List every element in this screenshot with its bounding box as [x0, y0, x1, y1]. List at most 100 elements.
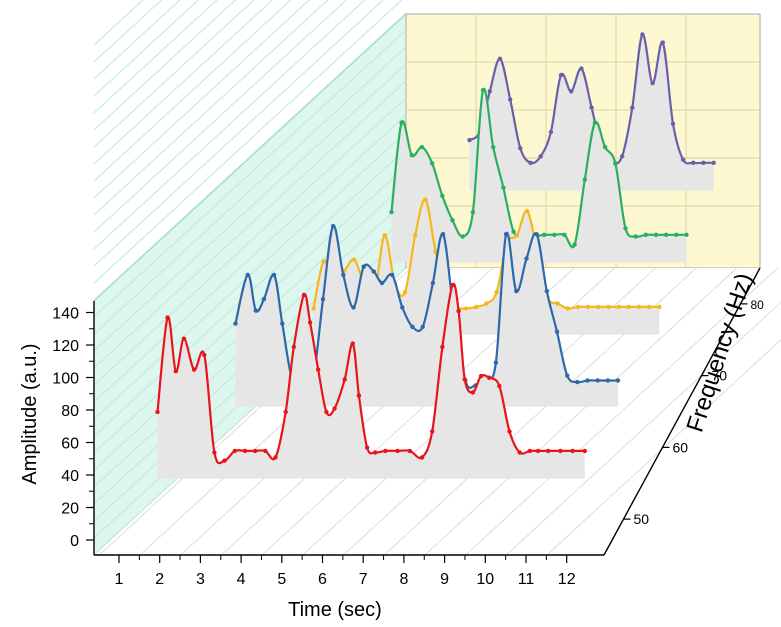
- data-point: [491, 144, 496, 150]
- y-tick-label: 140: [52, 306, 79, 323]
- data-point: [605, 378, 611, 383]
- x-tick-label: 10: [476, 571, 494, 588]
- data-point: [419, 455, 425, 460]
- data-point: [407, 448, 412, 454]
- data-point: [518, 146, 523, 151]
- data-point: [636, 304, 642, 310]
- data-point: [508, 97, 513, 102]
- data-point: [494, 290, 499, 295]
- data-point: [330, 223, 336, 229]
- data-point: [487, 89, 492, 94]
- wall-gridline: [93, 29, 407, 318]
- data-point: [582, 177, 587, 182]
- x-tick-label: 8: [399, 571, 408, 588]
- data-point: [595, 378, 600, 383]
- wall-gridline: [93, 0, 329, 216]
- x-tick-label: 12: [558, 571, 576, 588]
- data-point: [430, 161, 435, 166]
- data-point: [546, 448, 551, 454]
- data-point: [301, 292, 307, 298]
- data-point: [440, 193, 445, 198]
- y-tick-label: 60: [61, 436, 79, 453]
- data-point: [321, 259, 326, 264]
- data-point: [650, 81, 655, 86]
- data-point: [280, 321, 285, 326]
- data-point: [361, 264, 366, 269]
- wall-gridline: [93, 0, 163, 63]
- data-point: [524, 256, 529, 261]
- data-point: [399, 120, 404, 125]
- data-point: [191, 367, 197, 372]
- data-point: [680, 157, 686, 162]
- data-point: [283, 409, 288, 415]
- data-point: [463, 306, 469, 311]
- data-point: [565, 373, 570, 378]
- data-point: [430, 280, 436, 286]
- data-point: [462, 377, 467, 382]
- data-point: [497, 383, 502, 389]
- wall-gridline: [93, 97, 407, 386]
- data-point: [467, 137, 472, 143]
- data-point: [440, 232, 446, 237]
- data-point: [653, 232, 659, 237]
- data-point: [470, 209, 476, 215]
- data-point: [555, 301, 560, 306]
- data-point: [402, 290, 408, 295]
- data-point: [395, 448, 400, 454]
- data-point: [450, 282, 455, 288]
- data-point: [527, 448, 533, 454]
- floor-gridline: [546, 339, 781, 556]
- wall-gridline: [93, 0, 347, 233]
- z-axis-line: [603, 267, 761, 556]
- data-point: [575, 304, 581, 310]
- data-point: [558, 448, 563, 454]
- data-point: [242, 448, 248, 454]
- y-tick-label: 40: [61, 468, 79, 485]
- data-point: [371, 269, 376, 274]
- data-point: [558, 72, 564, 78]
- data-point: [497, 56, 503, 61]
- wall-gridline: [93, 0, 218, 114]
- data-point: [379, 280, 385, 286]
- data-point: [413, 233, 418, 238]
- data-point: [674, 232, 679, 237]
- data-point: [474, 304, 479, 310]
- data-point: [342, 377, 347, 382]
- data-point: [615, 378, 621, 383]
- data-point: [389, 209, 394, 215]
- data-point: [487, 375, 492, 380]
- wall-gridline: [93, 0, 181, 80]
- data-point: [423, 197, 428, 202]
- data-point: [212, 450, 217, 455]
- data-point: [232, 448, 237, 454]
- data-point: [586, 304, 591, 310]
- data-point: [660, 40, 665, 45]
- data-point: [596, 304, 601, 310]
- data-point: [517, 450, 522, 455]
- x-tick-label: 1: [115, 571, 124, 588]
- data-point: [324, 409, 329, 415]
- data-point: [261, 297, 267, 302]
- data-point: [579, 66, 584, 71]
- data-point: [350, 341, 355, 346]
- y-tick-label: 120: [52, 338, 79, 355]
- data-point: [691, 160, 696, 165]
- data-point: [252, 448, 258, 454]
- data-point: [493, 360, 499, 365]
- data-point: [202, 352, 207, 358]
- data-point: [307, 320, 313, 325]
- wall-gridline: [93, 0, 366, 250]
- data-point: [585, 378, 590, 383]
- z-tick-label: 60: [673, 439, 689, 455]
- data-point: [364, 445, 370, 450]
- data-point: [450, 218, 455, 223]
- data-point: [630, 105, 635, 110]
- x-tick-label: 2: [155, 571, 164, 588]
- wall-gridline: [93, 0, 310, 199]
- data-point: [311, 306, 316, 311]
- data-point: [511, 229, 516, 234]
- data-point: [478, 373, 484, 379]
- y-axis-title: Amplitude (a.u.): [19, 343, 41, 484]
- floor-gridline: [505, 301, 781, 556]
